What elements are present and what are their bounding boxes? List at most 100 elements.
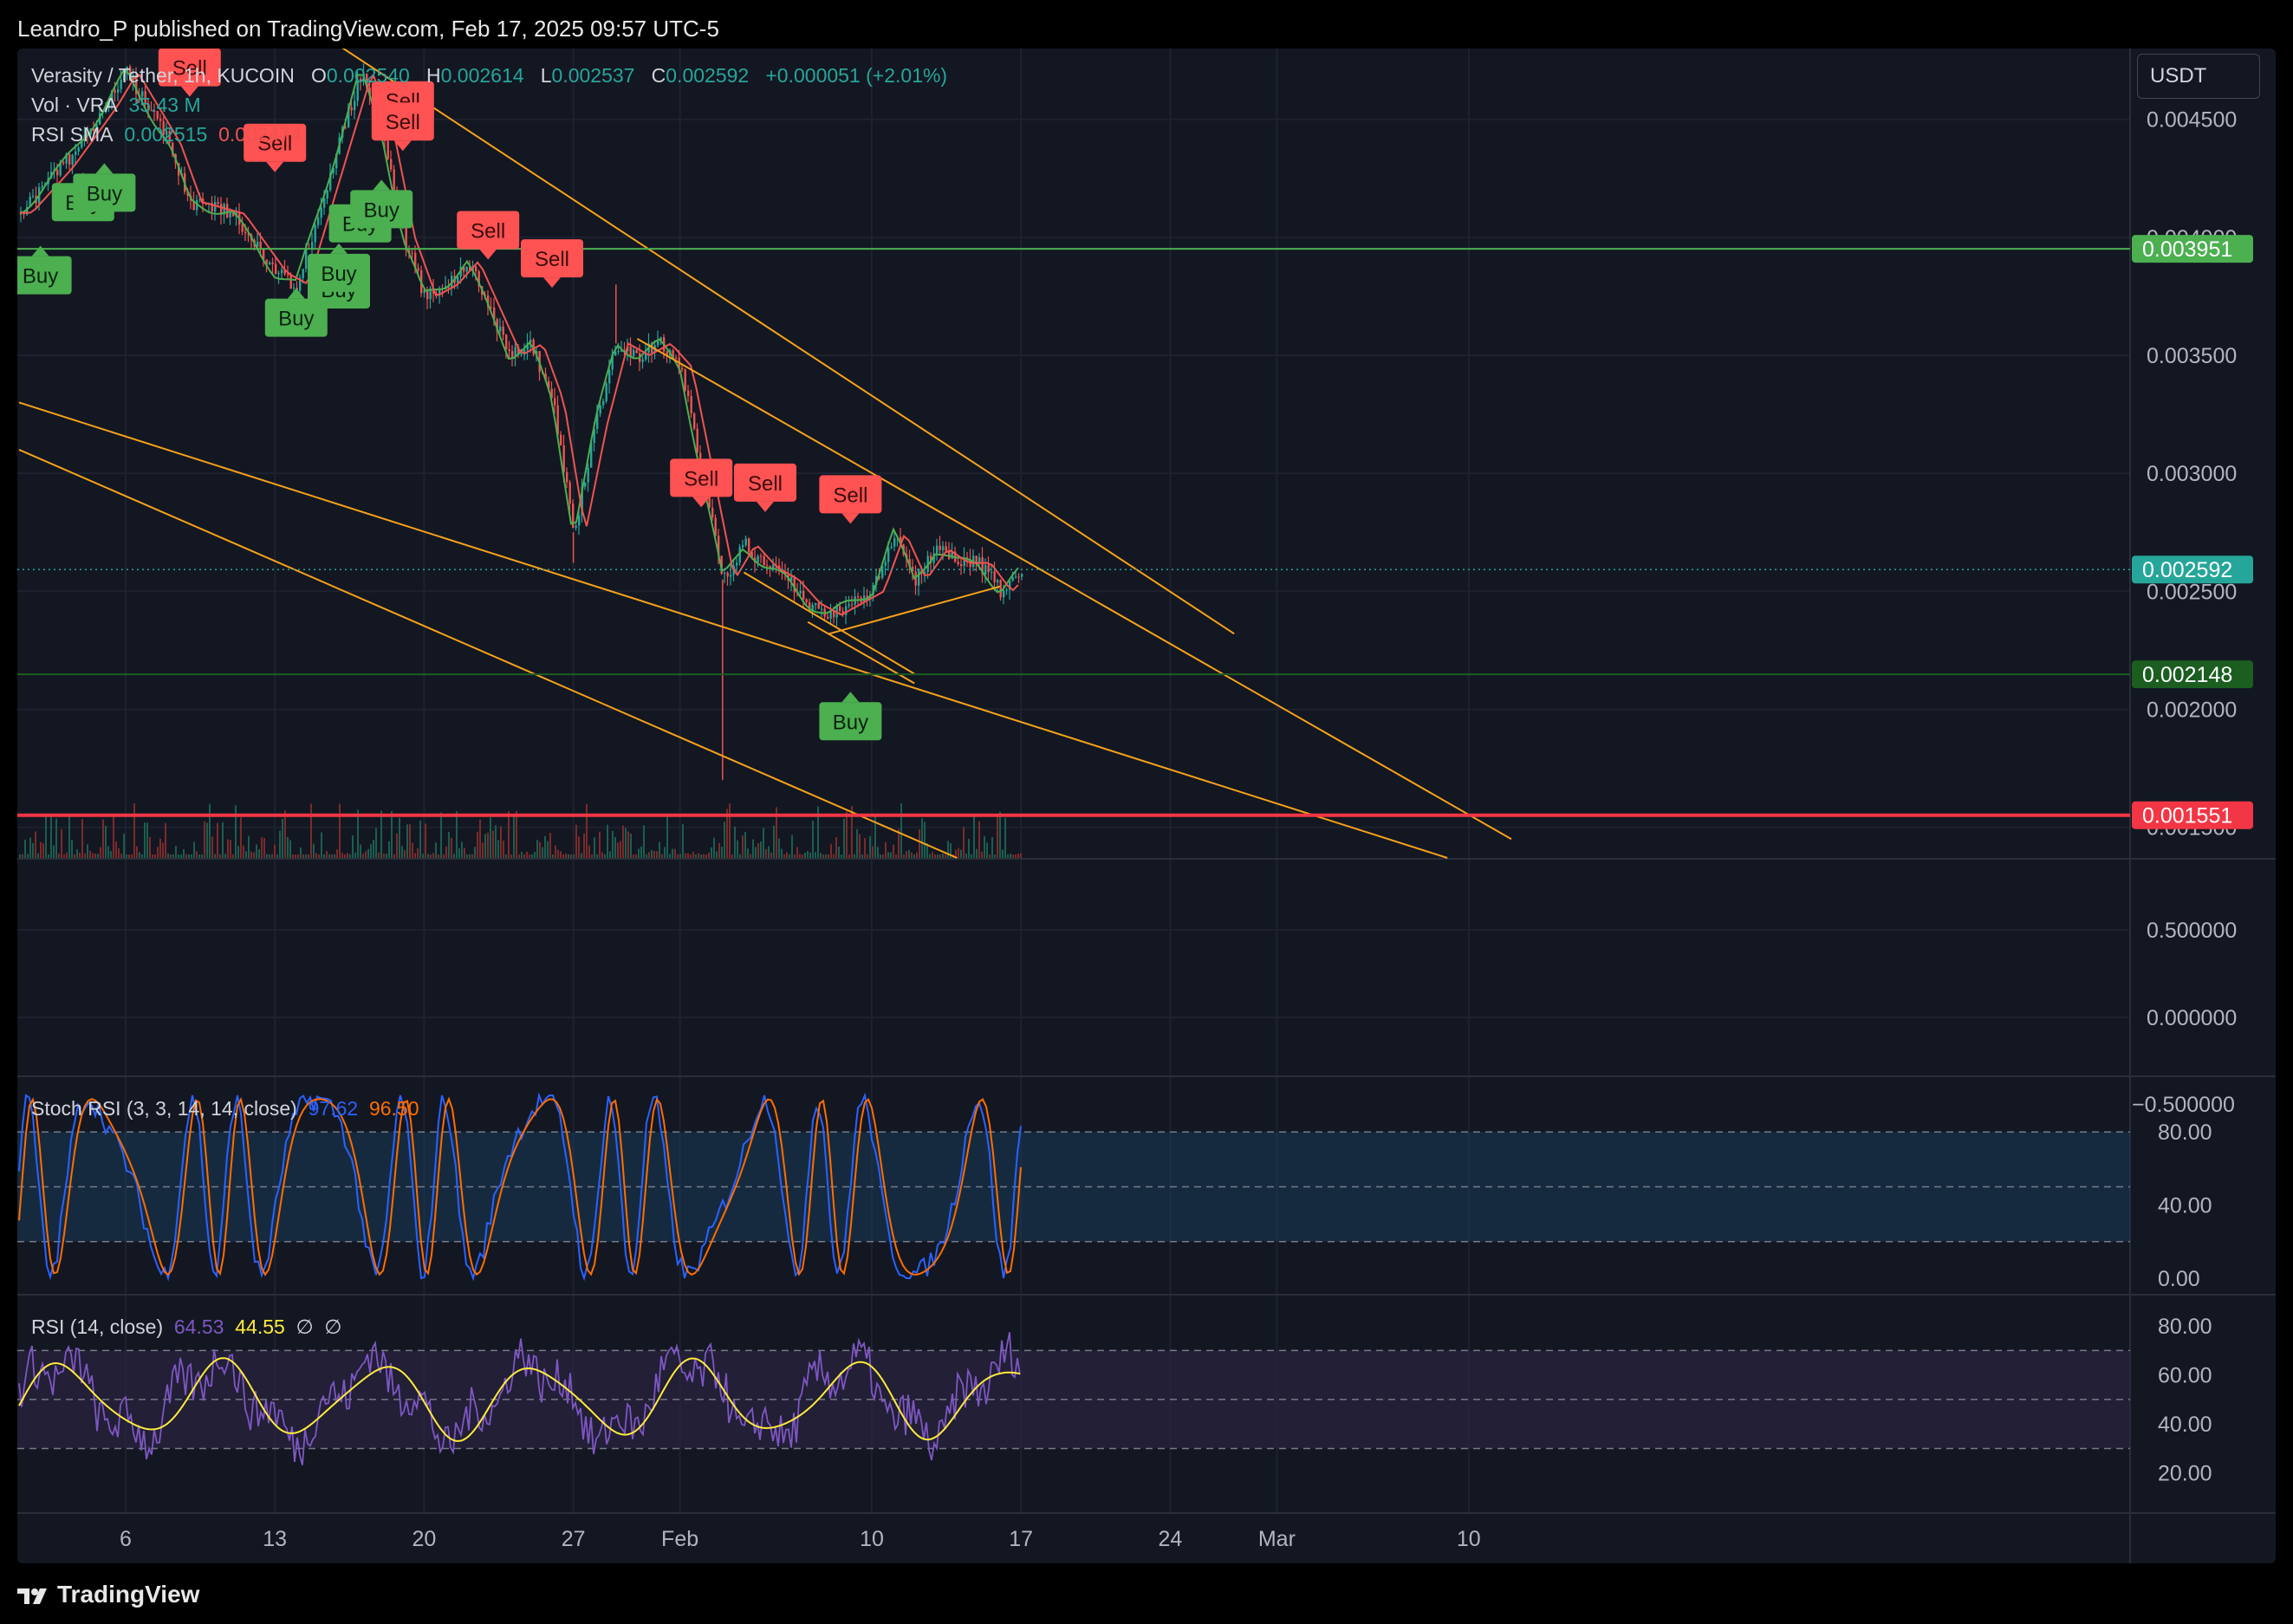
- candle-body: [172, 142, 174, 154]
- volume-bar: [53, 845, 55, 858]
- candle-body: [244, 231, 247, 234]
- volume-bar: [256, 844, 257, 858]
- candle-body: [548, 380, 550, 389]
- currency-selector[interactable]: USDT: [2137, 54, 2260, 99]
- volume-bar: [1012, 854, 1014, 858]
- volume-bar: [984, 835, 985, 858]
- volume-label[interactable]: Vol · VRA: [31, 94, 118, 116]
- volume-bar: [703, 854, 705, 858]
- candle-body: [514, 347, 516, 358]
- volume-bar: [388, 841, 390, 858]
- chart-container[interactable]: 0.0045000.0040000.0035000.0030000.002500…: [17, 49, 2276, 1563]
- volume-bar: [627, 831, 629, 858]
- rsi-label[interactable]: RSI (14, close): [31, 1315, 164, 1338]
- symbol-label[interactable]: Verasity / Tether, 1h, KUCOIN: [31, 64, 295, 87]
- volume-bar: [362, 854, 364, 858]
- volume-bar: [42, 842, 44, 858]
- candle-body: [884, 562, 887, 566]
- volume-bar: [622, 825, 624, 858]
- volume-bar: [843, 818, 845, 858]
- candle-body: [544, 374, 547, 381]
- candle-body: [314, 224, 316, 243]
- volume-bar: [830, 844, 832, 858]
- stoch-rsi-label[interactable]: Stoch RSI (3, 3, 14, 14, close): [31, 1097, 297, 1120]
- volume-bar: [365, 851, 367, 858]
- volume-bar: [872, 846, 874, 858]
- volume-bar: [404, 850, 406, 858]
- volume-bar: [310, 803, 312, 858]
- volume-bar: [638, 848, 640, 858]
- volume-bar: [321, 832, 322, 858]
- candle-body: [772, 564, 775, 569]
- volume-bar: [539, 841, 541, 858]
- volume-bar: [919, 829, 920, 858]
- candle-body: [881, 565, 884, 578]
- volume-bar: [960, 849, 962, 858]
- buy-arrow: [95, 163, 114, 174]
- candle-body: [263, 249, 265, 260]
- candle-body: [463, 266, 465, 272]
- candle-body: [550, 388, 553, 399]
- chart-canvas[interactable]: 0.0045000.0040000.0035000.0030000.002500…: [17, 49, 2276, 1563]
- volume-bar: [737, 840, 738, 858]
- trendline: [18, 401, 1448, 859]
- volume-bar: [367, 848, 369, 858]
- candle-body: [65, 153, 68, 164]
- buy-signal-label: Buy: [833, 711, 868, 734]
- candle-body: [1015, 576, 1017, 578]
- candle-body: [271, 262, 274, 264]
- volume-bar: [258, 849, 260, 858]
- volume-bar: [755, 847, 757, 858]
- volume-bar: [84, 853, 86, 858]
- volume-bar: [305, 854, 307, 858]
- volume-bar: [791, 835, 793, 858]
- volume-bar: [360, 844, 361, 858]
- volume-bar: [198, 854, 200, 858]
- candle-body: [575, 525, 577, 529]
- trendline: [807, 620, 915, 685]
- candle-body: [790, 576, 793, 581]
- volume-bar: [214, 854, 216, 858]
- volume-bar: [318, 854, 320, 858]
- volume-bar: [981, 851, 983, 858]
- volume-bar: [157, 847, 159, 858]
- candle-body: [81, 140, 83, 148]
- volume-bar: [118, 848, 120, 858]
- volume-bar: [916, 852, 918, 858]
- volume-bar: [531, 854, 533, 858]
- candle-body: [211, 203, 213, 212]
- volume-bar: [149, 836, 151, 858]
- candle-body: [302, 269, 304, 278]
- volume-bar: [848, 854, 850, 858]
- trendline: [636, 338, 1512, 841]
- buy-arrow: [31, 245, 49, 257]
- candle-body: [417, 268, 419, 270]
- volume-bar: [409, 824, 411, 858]
- volume-bar: [162, 842, 164, 858]
- volume-bar: [50, 816, 52, 858]
- volume-bar: [739, 854, 741, 858]
- buy-arrow: [330, 243, 348, 254]
- candle-body: [690, 396, 692, 414]
- candle-body: [997, 580, 999, 582]
- volume-bar: [937, 854, 939, 858]
- candle-body: [833, 610, 835, 618]
- candle-body: [857, 596, 860, 598]
- volume-bar: [542, 847, 543, 858]
- volume-bar: [370, 844, 372, 858]
- volume-bar: [523, 854, 525, 858]
- volume-bar: [731, 854, 733, 858]
- tradingview-logo[interactable]: TradingView: [17, 1581, 199, 1608]
- buy-signal-label: Buy: [321, 263, 356, 286]
- candle-body: [123, 74, 126, 80]
- volume-bar: [614, 836, 616, 858]
- volume-bar: [425, 823, 426, 858]
- volume-bar: [378, 852, 380, 858]
- rsi-sma-label[interactable]: RSI SMA: [31, 123, 114, 146]
- volume-bar: [856, 828, 858, 858]
- volume-bar: [386, 854, 387, 858]
- volume-bar: [323, 854, 325, 858]
- candle-body: [93, 128, 95, 131]
- candle-body: [135, 75, 138, 94]
- volume-bar: [185, 854, 187, 858]
